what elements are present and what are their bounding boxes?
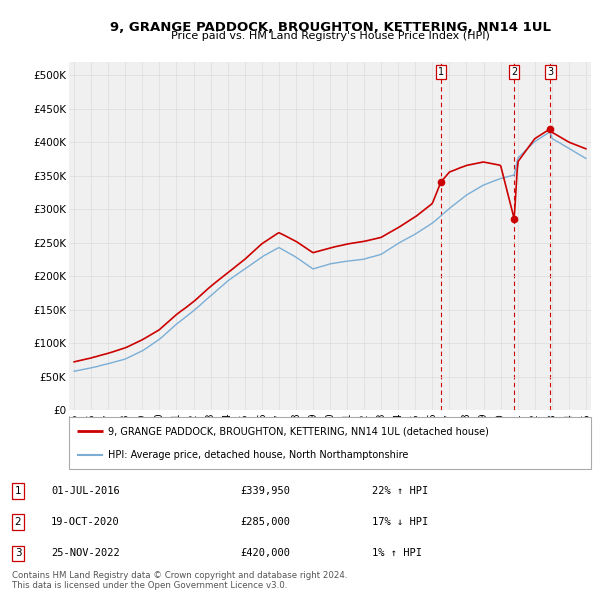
Text: Contains HM Land Registry data © Crown copyright and database right 2024.: Contains HM Land Registry data © Crown c…: [12, 571, 347, 580]
Text: Price paid vs. HM Land Registry's House Price Index (HPI): Price paid vs. HM Land Registry's House …: [170, 31, 490, 41]
Text: £285,000: £285,000: [240, 517, 290, 527]
Text: 2: 2: [511, 67, 517, 77]
Text: 1% ↑ HPI: 1% ↑ HPI: [372, 549, 422, 558]
Text: 3: 3: [14, 549, 22, 558]
Text: 9, GRANGE PADDOCK, BROUGHTON, KETTERING, NN14 1UL: 9, GRANGE PADDOCK, BROUGHTON, KETTERING,…: [110, 21, 551, 34]
Text: 17% ↓ HPI: 17% ↓ HPI: [372, 517, 428, 527]
Text: 01-JUL-2016: 01-JUL-2016: [51, 486, 120, 496]
Text: 9, GRANGE PADDOCK, BROUGHTON, KETTERING, NN14 1UL (detached house): 9, GRANGE PADDOCK, BROUGHTON, KETTERING,…: [108, 426, 489, 436]
Text: £420,000: £420,000: [240, 549, 290, 558]
Text: 22% ↑ HPI: 22% ↑ HPI: [372, 486, 428, 496]
Text: 1: 1: [438, 67, 444, 77]
Text: This data is licensed under the Open Government Licence v3.0.: This data is licensed under the Open Gov…: [12, 581, 287, 589]
Text: 3: 3: [547, 67, 553, 77]
FancyBboxPatch shape: [69, 417, 591, 469]
Text: 25-NOV-2022: 25-NOV-2022: [51, 549, 120, 558]
Text: 1: 1: [14, 486, 22, 496]
Text: £339,950: £339,950: [240, 486, 290, 496]
Text: 19-OCT-2020: 19-OCT-2020: [51, 517, 120, 527]
Text: 2: 2: [14, 517, 22, 527]
Text: HPI: Average price, detached house, North Northamptonshire: HPI: Average price, detached house, Nort…: [108, 450, 409, 460]
